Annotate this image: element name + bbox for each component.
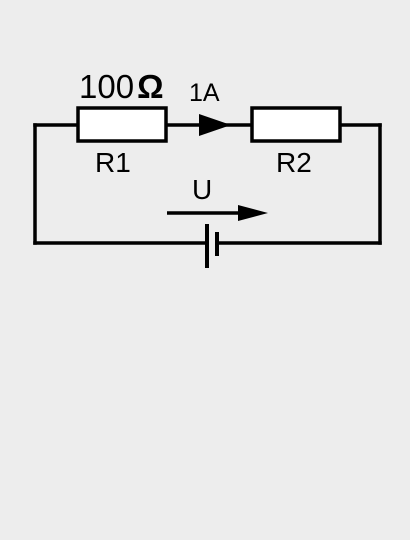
circuit-wires — [33, 123, 382, 245]
voltage-arrow-icon — [238, 205, 268, 221]
resistor-r2 — [250, 106, 342, 143]
r1-unit: Ω — [137, 68, 163, 105]
r2-name-label: R2 — [276, 147, 312, 178]
resistor-r1 — [76, 106, 168, 143]
battery-symbol — [205, 224, 219, 268]
r1-value-label: 100Ω — [79, 68, 164, 105]
r1-name-label: R1 — [95, 147, 131, 178]
current-label: 1A — [189, 79, 220, 107]
voltage-label: U — [192, 174, 212, 205]
current-arrow-icon — [199, 114, 231, 136]
r1-value: 100 — [79, 68, 134, 105]
